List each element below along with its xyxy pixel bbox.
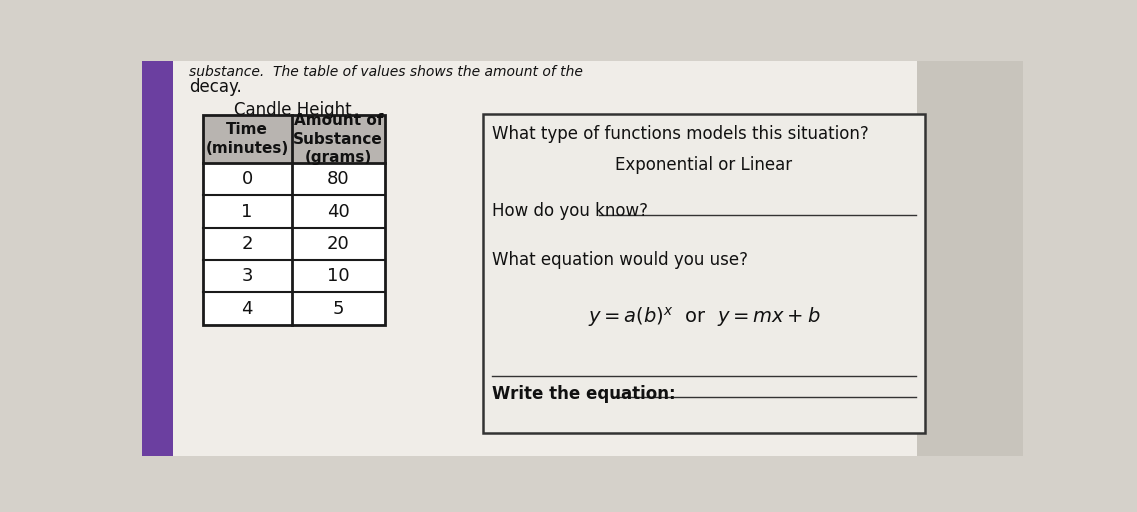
- FancyBboxPatch shape: [202, 115, 384, 325]
- Text: What type of functions models this situation?: What type of functions models this situa…: [492, 124, 869, 142]
- Text: Write the equation:: Write the equation:: [492, 385, 677, 403]
- FancyBboxPatch shape: [918, 61, 1023, 456]
- Text: $y = a(b)^x$  or  $y = mx + b$: $y = a(b)^x$ or $y = mx + b$: [588, 305, 820, 329]
- FancyBboxPatch shape: [142, 61, 173, 456]
- Text: 20: 20: [326, 235, 349, 253]
- Text: 2: 2: [241, 235, 252, 253]
- Text: 10: 10: [327, 267, 349, 285]
- Text: substance.  The table of values shows the amount of the: substance. The table of values shows the…: [189, 66, 582, 79]
- Text: 0: 0: [241, 170, 252, 188]
- Text: 5: 5: [332, 300, 345, 317]
- FancyBboxPatch shape: [202, 115, 384, 163]
- Text: Time
(minutes): Time (minutes): [206, 122, 289, 156]
- Text: What equation would you use?: What equation would you use?: [492, 251, 748, 269]
- Text: Amount of
Substance
(grams): Amount of Substance (grams): [293, 113, 383, 165]
- Text: How do you know?: How do you know?: [492, 202, 648, 220]
- Text: 40: 40: [326, 203, 349, 221]
- Text: 1: 1: [241, 203, 252, 221]
- FancyBboxPatch shape: [483, 114, 924, 433]
- Text: 80: 80: [327, 170, 349, 188]
- Text: 3: 3: [241, 267, 252, 285]
- Text: 4: 4: [241, 300, 252, 317]
- FancyBboxPatch shape: [172, 61, 993, 456]
- Text: decay.: decay.: [189, 78, 241, 96]
- Text: Exponential or Linear: Exponential or Linear: [615, 156, 792, 174]
- Text: Candle Height: Candle Height: [234, 101, 352, 119]
